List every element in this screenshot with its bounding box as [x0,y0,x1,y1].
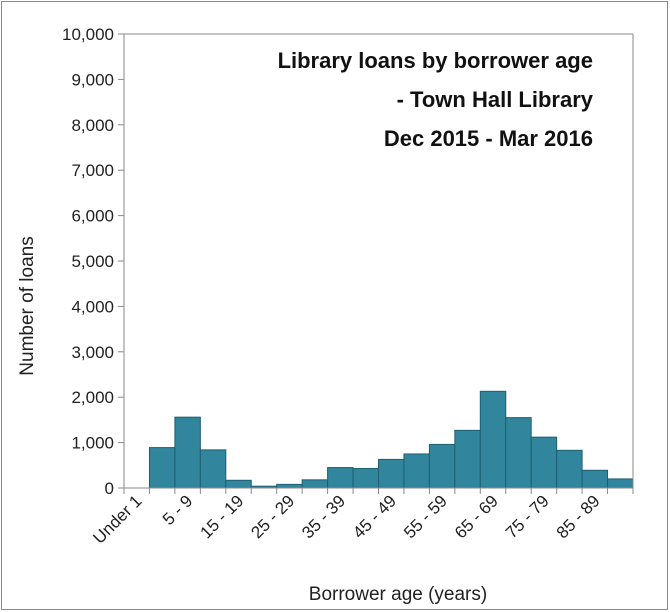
bar [148,447,176,489]
x-tick-label: 75 - 79 [502,491,553,542]
x-tick-label: Under 1 [89,491,145,547]
bar [378,458,405,489]
y-tick-label: 4,000 [71,297,114,316]
bar [556,449,583,489]
y-tick-label: 5,000 [71,252,114,271]
bar [225,479,252,489]
y-tick-label: 0 [105,479,114,498]
bar [174,416,201,489]
bar [454,429,481,489]
bar [530,436,558,489]
bar [276,483,303,489]
x-tick-label: 45 - 49 [349,491,400,542]
y-tick-label: 6,000 [71,207,114,226]
chart-title-line-1: Library loans by borrower age [278,48,593,73]
bar [581,469,609,489]
bar [327,467,354,489]
y-tick-label: 8,000 [71,116,114,135]
x-tick-label: 15 - 19 [196,491,247,542]
bar [428,443,456,489]
x-tick-label: 55 - 59 [400,491,451,542]
x-tick-label: 5 - 9 [159,491,196,528]
x-axis-title: Borrower age (years) [309,584,487,605]
x-tick-label: 25 - 29 [247,491,298,542]
y-axis-title: Number of loans [17,236,38,375]
y-axis-ticks: 0 1,000 2,000 3,000 4,000 5,000 6,000 7,000 8,00… [62,25,124,498]
y-tick-label: 9,000 [71,70,114,89]
bars [148,390,634,489]
x-tick-label: 85 - 89 [553,491,604,542]
x-axis-ticks: Under 1 5 - 9 15 - 19 25 - 29 35 - 39 45 - 49… [89,488,634,548]
bar [352,467,379,489]
y-tick-label: 2,000 [71,388,114,407]
bar [301,479,329,489]
bar [403,453,430,489]
chart-title-line-2: - Town Hall Library [397,87,594,112]
bar [199,449,227,489]
y-tick-label: 3,000 [71,343,114,362]
bar [607,478,634,489]
y-tick-label: 1,000 [71,434,114,453]
bar [505,417,532,489]
y-tick-label: 7,000 [71,161,114,180]
chart-title-line-3: Dec 2015 - Mar 2016 [384,126,593,151]
bar [479,390,507,489]
x-tick-label: 65 - 69 [451,491,502,542]
y-tick-label: 10,000 [62,25,114,44]
x-tick-label: 35 - 39 [298,491,349,542]
